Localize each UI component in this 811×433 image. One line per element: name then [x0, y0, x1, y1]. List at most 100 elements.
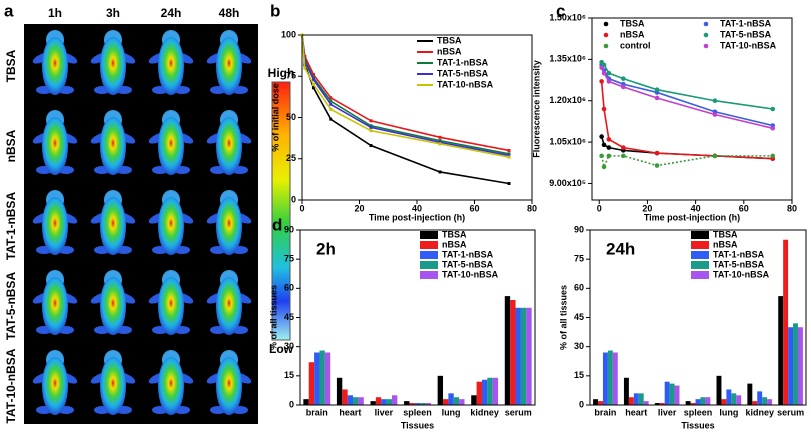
marker — [438, 139, 442, 143]
bar — [404, 401, 410, 405]
bar — [752, 401, 758, 405]
mouse-body — [158, 277, 184, 335]
x-axis-label: Time post-injection (h) — [644, 212, 740, 222]
marker — [712, 98, 718, 104]
legend-marker — [603, 43, 609, 49]
series-line — [301, 34, 510, 158]
legend-label: TBSA — [713, 229, 738, 239]
marker — [621, 145, 626, 150]
y-tick-label: 0 — [289, 399, 294, 409]
mouse-body — [100, 117, 126, 175]
legend-label: TAT-1-nBSA — [720, 18, 772, 28]
y-tick-label: 100 — [281, 29, 296, 39]
bar — [425, 403, 431, 405]
mouse-body — [216, 197, 242, 255]
mouse-body — [158, 197, 184, 255]
y-tick-label: 1.35x10⁶ — [549, 54, 586, 64]
y-tick-label: 75 — [284, 254, 294, 264]
legend-label: nBSA — [437, 46, 462, 56]
marker — [654, 163, 660, 168]
bar — [437, 375, 444, 405]
x-tick-label: 80 — [787, 203, 797, 213]
bar — [448, 393, 454, 405]
legend-swatch — [420, 261, 438, 269]
x-tick-label: 40 — [412, 203, 422, 213]
bar — [700, 397, 706, 405]
bar — [602, 352, 608, 405]
marker — [312, 83, 315, 86]
y-tick-label: 75 — [574, 254, 584, 264]
y-axis-label: Fluorescence intensity — [531, 60, 541, 158]
row-label: TBSA — [4, 49, 18, 82]
x-tick-label: liver — [375, 407, 394, 417]
bar — [788, 327, 794, 405]
panel-label: d — [272, 215, 282, 234]
bar — [593, 399, 599, 405]
bar — [690, 403, 696, 405]
legend-label: TAT-5-nBSA — [437, 68, 489, 78]
marker — [601, 70, 607, 76]
legend-label: TAT-5-nBSA — [442, 259, 494, 269]
plot-frame — [299, 229, 536, 406]
y-tick-label: 60 — [574, 283, 584, 293]
color-scale — [271, 81, 291, 341]
bar — [659, 403, 665, 405]
legend-label: TAT-1-nBSA — [437, 57, 489, 67]
x-tick-label: 80 — [527, 203, 537, 213]
legend-swatch — [420, 231, 438, 239]
mouse-body — [100, 357, 126, 415]
marker — [770, 126, 776, 131]
x-tick-label: 0 — [299, 203, 304, 213]
legend-label: control — [620, 40, 651, 50]
y-axis-label: % of initial dose — [270, 83, 280, 152]
x-tick-label: serum — [505, 407, 532, 417]
marker — [312, 78, 315, 82]
bar — [520, 307, 527, 405]
marker — [507, 182, 511, 185]
legend-label: nBSA — [620, 29, 645, 39]
marker — [369, 119, 373, 123]
y-tick-label: 30 — [574, 341, 584, 351]
x-tick-label: spleen — [403, 407, 432, 417]
bar — [757, 391, 763, 405]
marker — [438, 170, 442, 174]
marker — [654, 95, 660, 101]
marker — [507, 155, 511, 159]
bar — [643, 401, 649, 405]
legend-label: TAT-10-nBSA — [713, 269, 770, 279]
marker — [369, 125, 373, 129]
bar — [797, 327, 803, 405]
marker — [621, 153, 626, 159]
x-tick-label: brain — [306, 407, 328, 417]
mouse-body — [42, 37, 68, 95]
mouse-body — [100, 277, 126, 335]
y-tick-label: 90 — [574, 224, 584, 234]
marker — [303, 66, 307, 70]
mouse-body — [42, 277, 68, 335]
y-tick-label: 15 — [284, 370, 294, 380]
marker — [312, 86, 315, 90]
panel-label: b — [270, 1, 280, 20]
legend-marker — [603, 32, 609, 38]
column-label: 48h — [219, 6, 240, 20]
legend-marker — [703, 32, 709, 38]
bar — [623, 377, 629, 405]
bar — [476, 381, 482, 405]
bar — [633, 393, 639, 405]
marker — [329, 102, 333, 106]
scale-high: High — [268, 66, 295, 80]
y-tick-label: 45 — [284, 312, 294, 322]
y-tick-label: 15 — [574, 370, 584, 380]
bar — [459, 399, 465, 405]
legend-label: TAT-1-nBSA — [713, 249, 765, 259]
plot-frame — [301, 34, 533, 201]
bar — [358, 397, 364, 405]
mouse-body — [42, 117, 68, 175]
legend-swatch — [691, 251, 709, 259]
marker — [599, 134, 604, 139]
bar — [314, 352, 320, 405]
bar — [303, 399, 309, 405]
mouse-body — [158, 117, 184, 175]
marker — [599, 65, 604, 70]
scale-low: Low — [269, 342, 294, 356]
